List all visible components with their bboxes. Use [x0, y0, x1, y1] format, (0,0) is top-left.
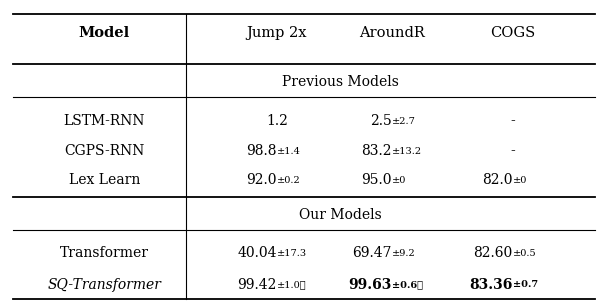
Text: Transformer: Transformer: [60, 246, 149, 260]
Text: Jump 2x: Jump 2x: [246, 26, 307, 40]
Text: ±0.6★: ±0.6★: [392, 280, 423, 289]
Text: 92.0: 92.0: [246, 173, 277, 187]
Text: Previous Models: Previous Models: [282, 75, 399, 89]
Text: 40.04: 40.04: [237, 246, 277, 260]
Text: CGPS-RNN: CGPS-RNN: [64, 144, 145, 159]
Text: 99.63: 99.63: [348, 278, 392, 292]
Text: Model: Model: [78, 26, 130, 40]
Text: ±0: ±0: [392, 176, 406, 185]
Text: LSTM-RNN: LSTM-RNN: [63, 114, 145, 128]
Text: ±0.7: ±0.7: [513, 280, 538, 289]
Text: Lex Learn: Lex Learn: [69, 173, 140, 187]
Text: -: -: [511, 144, 515, 159]
Text: 1.2: 1.2: [266, 114, 288, 128]
Text: SQ-Transformer: SQ-Transformer: [47, 278, 161, 292]
Text: 82.60: 82.60: [474, 246, 513, 260]
Text: ±2.7: ±2.7: [392, 117, 416, 126]
Text: ±9.2: ±9.2: [392, 248, 415, 258]
Text: 98.8: 98.8: [246, 144, 277, 159]
Text: ±0: ±0: [513, 176, 527, 185]
Text: 69.47: 69.47: [352, 246, 392, 260]
Text: ±1.0★: ±1.0★: [277, 280, 306, 289]
Text: -: -: [511, 114, 515, 128]
Text: ±13.2: ±13.2: [392, 147, 422, 156]
Text: 83.36: 83.36: [469, 278, 513, 292]
Text: ±17.3: ±17.3: [277, 248, 307, 258]
Text: 99.42: 99.42: [237, 278, 277, 292]
Text: ±0.2: ±0.2: [277, 176, 300, 185]
Text: 83.2: 83.2: [361, 144, 392, 159]
Text: Our Models: Our Models: [299, 208, 382, 222]
Text: ±0.5: ±0.5: [513, 248, 536, 258]
Text: ±1.4: ±1.4: [277, 147, 300, 156]
Text: COGS: COGS: [490, 26, 536, 40]
Text: 2.5: 2.5: [370, 114, 392, 128]
Text: AroundR: AroundR: [359, 26, 424, 40]
Text: 82.0: 82.0: [482, 173, 513, 187]
Text: 95.0: 95.0: [361, 173, 392, 187]
